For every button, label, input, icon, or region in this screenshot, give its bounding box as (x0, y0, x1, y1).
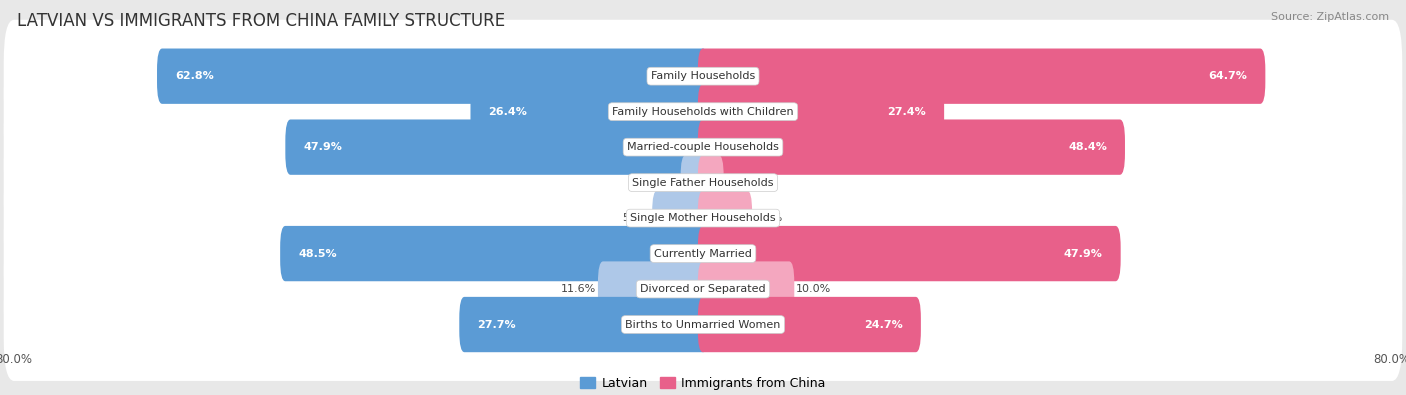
Text: 64.7%: 64.7% (1208, 71, 1247, 81)
FancyBboxPatch shape (4, 162, 1402, 275)
FancyBboxPatch shape (697, 49, 1265, 104)
Text: Divorced or Separated: Divorced or Separated (640, 284, 766, 294)
Text: 47.9%: 47.9% (304, 142, 342, 152)
Text: Married-couple Households: Married-couple Households (627, 142, 779, 152)
Text: 27.4%: 27.4% (887, 107, 927, 117)
FancyBboxPatch shape (697, 261, 794, 317)
Legend: Latvian, Immigrants from China: Latvian, Immigrants from China (575, 372, 831, 395)
Text: Single Mother Households: Single Mother Households (630, 213, 776, 223)
FancyBboxPatch shape (4, 126, 1402, 239)
FancyBboxPatch shape (681, 155, 709, 210)
Text: 5.3%: 5.3% (623, 213, 651, 223)
Text: Family Households: Family Households (651, 71, 755, 81)
Text: Source: ZipAtlas.com: Source: ZipAtlas.com (1271, 12, 1389, 22)
Text: 24.7%: 24.7% (865, 320, 903, 329)
FancyBboxPatch shape (471, 84, 709, 139)
FancyBboxPatch shape (4, 268, 1402, 381)
Text: 2.0%: 2.0% (651, 178, 679, 188)
Text: LATVIAN VS IMMIGRANTS FROM CHINA FAMILY STRUCTURE: LATVIAN VS IMMIGRANTS FROM CHINA FAMILY … (17, 12, 505, 30)
FancyBboxPatch shape (4, 20, 1402, 133)
FancyBboxPatch shape (598, 261, 709, 317)
FancyBboxPatch shape (697, 226, 1121, 281)
FancyBboxPatch shape (697, 155, 724, 210)
FancyBboxPatch shape (4, 55, 1402, 168)
Text: 27.7%: 27.7% (478, 320, 516, 329)
FancyBboxPatch shape (697, 190, 752, 246)
Text: 26.4%: 26.4% (488, 107, 527, 117)
Text: 47.9%: 47.9% (1064, 248, 1102, 259)
FancyBboxPatch shape (157, 49, 709, 104)
FancyBboxPatch shape (4, 197, 1402, 310)
Text: 11.6%: 11.6% (561, 284, 596, 294)
FancyBboxPatch shape (4, 233, 1402, 346)
FancyBboxPatch shape (697, 297, 921, 352)
Text: Family Households with Children: Family Households with Children (612, 107, 794, 117)
FancyBboxPatch shape (285, 119, 709, 175)
Text: Currently Married: Currently Married (654, 248, 752, 259)
FancyBboxPatch shape (280, 226, 709, 281)
Text: 10.0%: 10.0% (796, 284, 831, 294)
Text: 48.5%: 48.5% (298, 248, 337, 259)
FancyBboxPatch shape (697, 119, 1125, 175)
FancyBboxPatch shape (4, 91, 1402, 203)
Text: 62.8%: 62.8% (176, 71, 214, 81)
FancyBboxPatch shape (697, 84, 945, 139)
Text: Single Father Households: Single Father Households (633, 178, 773, 188)
Text: 1.8%: 1.8% (725, 178, 754, 188)
FancyBboxPatch shape (652, 190, 709, 246)
Text: Births to Unmarried Women: Births to Unmarried Women (626, 320, 780, 329)
Text: 5.1%: 5.1% (754, 213, 782, 223)
FancyBboxPatch shape (460, 297, 709, 352)
Text: 48.4%: 48.4% (1069, 142, 1107, 152)
